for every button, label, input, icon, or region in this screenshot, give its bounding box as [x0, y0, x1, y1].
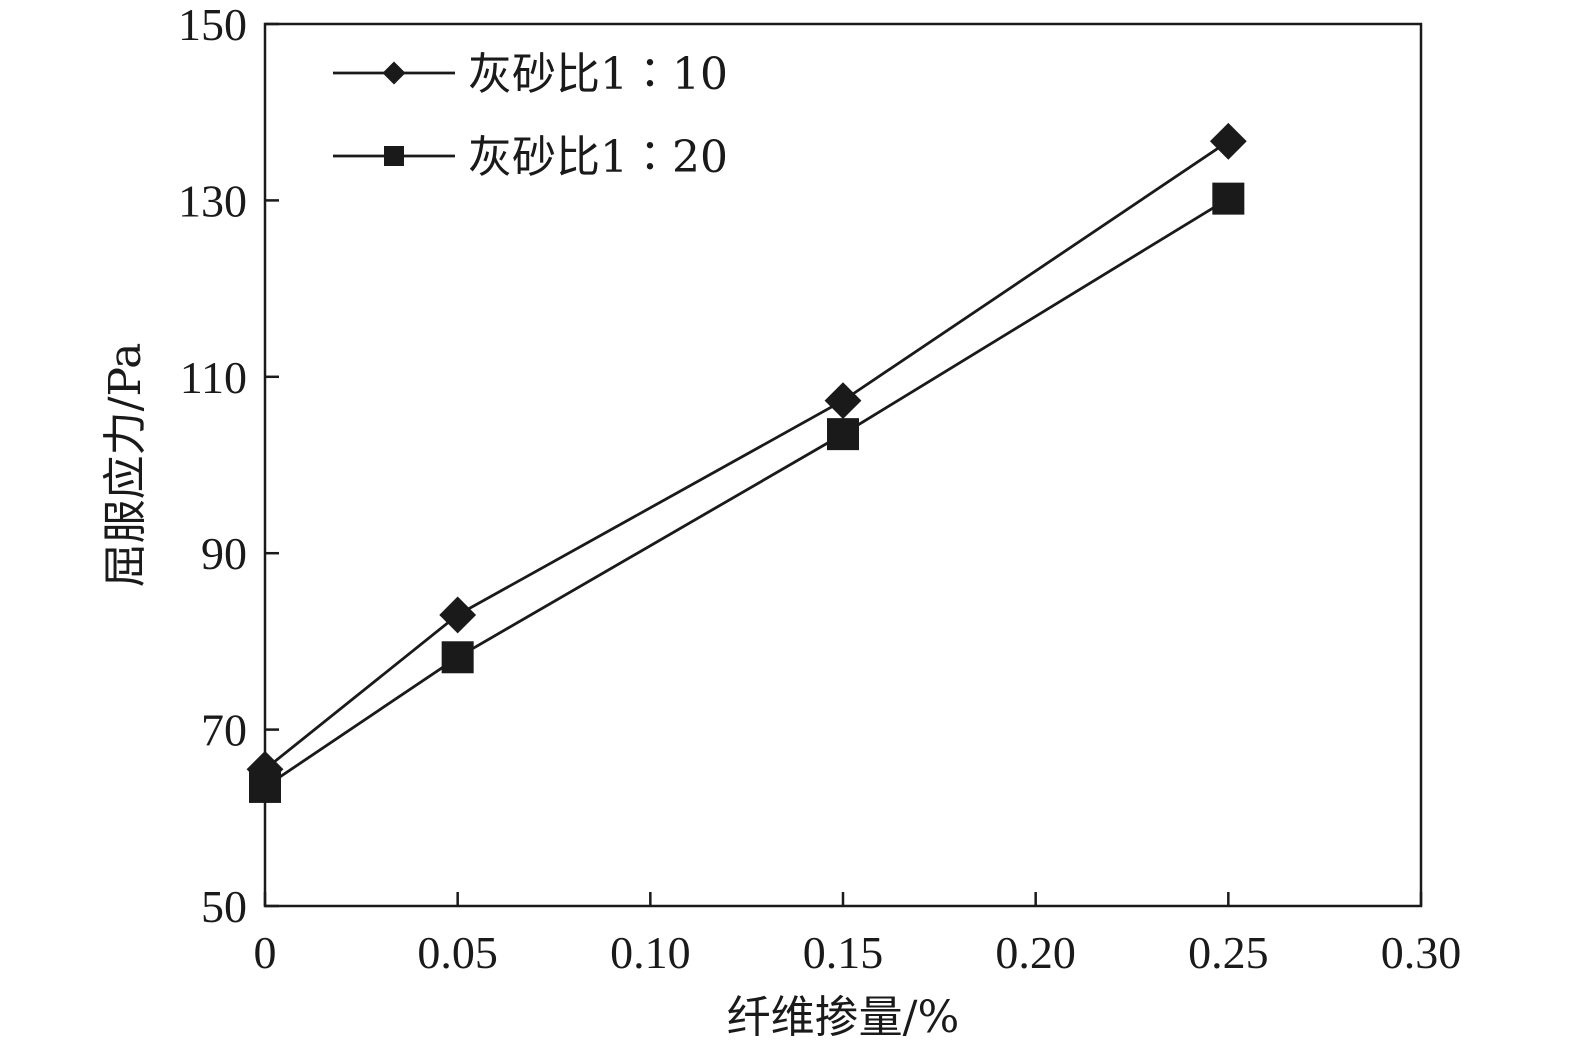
data-point-series-1	[439, 596, 477, 634]
series-layer	[246, 122, 1247, 803]
data-point-series-2	[827, 418, 859, 451]
legend-marker-2	[384, 146, 404, 166]
x-tick-label: 0.30	[1381, 927, 1462, 978]
legend: 灰砂比1∶10 灰砂比1∶20	[333, 49, 728, 183]
legend-marker-1	[382, 61, 406, 85]
x-tick-label: 0.10	[610, 927, 691, 978]
y-tick-label: 50	[201, 881, 247, 932]
legend-label-1: 灰砂比1∶10	[468, 49, 728, 100]
y-axis-ticks: 50 70 90 110 130 150	[178, 0, 279, 932]
y-tick-label: 150	[178, 0, 247, 50]
x-tick-label: 0.05	[417, 927, 498, 978]
x-tick-label: 0.20	[995, 927, 1076, 978]
y-axis-title: 屈服应力/Pa	[100, 343, 151, 588]
series-line-2	[264, 197, 1230, 789]
data-point-series-2	[1212, 182, 1245, 215]
x-axis-ticks: 0 0.05 0.10 0.15 0.20 0.25 0.30	[254, 892, 1462, 978]
y-tick-label: 90	[201, 528, 247, 579]
y-tick-label: 110	[180, 352, 247, 403]
series-line-1	[264, 140, 1230, 771]
data-point-series-2	[249, 770, 281, 803]
data-point-series-1	[1209, 122, 1247, 160]
x-tick-label: 0	[254, 927, 277, 978]
legend-label-2: 灰砂比1∶20	[468, 132, 728, 183]
data-point-series-2	[441, 641, 474, 674]
x-tick-label: 0.25	[1188, 927, 1269, 978]
data-point-series-1	[824, 382, 862, 420]
y-tick-label: 130	[178, 175, 247, 226]
y-tick-label: 70	[201, 705, 247, 756]
x-tick-label: 0.15	[803, 927, 884, 978]
x-axis-title: 纤维掺量/%	[727, 992, 960, 1043]
